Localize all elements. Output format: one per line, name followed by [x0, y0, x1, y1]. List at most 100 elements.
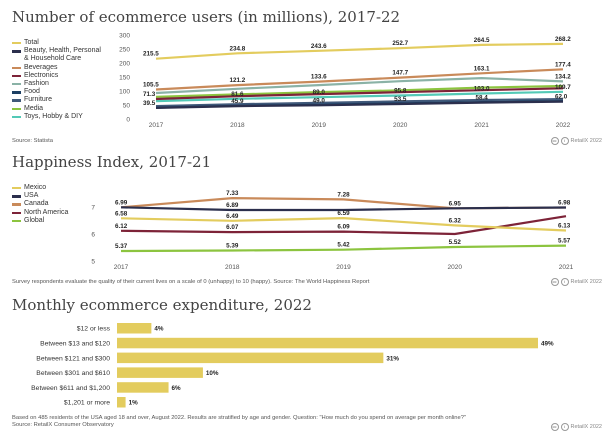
bar-between-301-and-610 [117, 367, 203, 378]
legend-swatch [12, 195, 21, 198]
bar-value-label: 31% [386, 355, 399, 362]
data-label: 53.5 [394, 96, 407, 103]
data-label: 5.37 [115, 243, 128, 250]
x-tick-label: 2018 [230, 122, 245, 129]
series-line-media [155, 84, 564, 98]
legend-item-toys-hobby-diy: Toys, Hobby & DIY [12, 113, 101, 121]
data-label: 45.9 [231, 98, 244, 105]
legend-item-canada: Canada [12, 200, 68, 208]
chart-legend: Mexico USA Canada North America Global [12, 184, 68, 225]
legend-label: Electronics [24, 71, 59, 79]
series-line-toys-hobby-diy [155, 90, 564, 103]
series-line-global [120, 244, 567, 253]
data-label: 5.57 [558, 238, 571, 245]
legend-label: Mexico [24, 184, 47, 191]
series-line-electronics [155, 87, 564, 101]
legend-label: Furniture [24, 96, 53, 104]
data-label: 163.1 [474, 65, 490, 72]
legend-item-food: Food [12, 88, 101, 96]
y-tick-label: 6 [91, 231, 95, 238]
legend-item-media: Media [12, 105, 101, 113]
data-label: 264.5 [474, 37, 490, 44]
data-label: 71.3 [143, 91, 156, 98]
bar-value-label: 49% [541, 340, 554, 347]
legend-label: USA [24, 192, 39, 200]
series-line-mexico [120, 216, 567, 232]
bar-between-121-and-300 [117, 352, 384, 364]
ecommerce-users-chart: 0 50 100 150 200 250 300 2017 2018 2019 2020 2021 20… [119, 32, 571, 129]
bar-value-label: 1% [129, 400, 139, 407]
data-label: 6.58 [115, 210, 128, 217]
legend-swatch [12, 83, 21, 86]
data-label: 6.98 [558, 200, 571, 207]
license-icon: i [560, 423, 569, 431]
license-icon: i [560, 278, 569, 286]
data-label: 58.4 [475, 95, 488, 102]
x-tick-label: 2018 [225, 264, 240, 271]
copyright-icon: cc [550, 423, 559, 431]
y-tick-label: 200 [119, 60, 130, 67]
legend-label: Toys, Hobby & DIY [24, 112, 83, 120]
chart-title: Happiness Index, 2017-21 [12, 153, 212, 171]
data-label: 6.12 [115, 223, 128, 230]
series-line-canada [120, 196, 567, 210]
data-label: 5.42 [337, 242, 350, 249]
series-line-usa [120, 206, 567, 212]
source-note: Survey respondents evaluate the quality … [12, 279, 370, 285]
legend-swatch [12, 91, 21, 94]
data-label: 234.8 [230, 45, 246, 52]
y-tick-label: 150 [119, 74, 130, 81]
legend-swatch [12, 203, 21, 206]
data-label: 134.2 [555, 73, 571, 80]
brand-label: RetailX 2022 [570, 138, 603, 144]
x-tick-label: 2019 [336, 264, 351, 271]
data-label: 243.6 [311, 43, 327, 50]
legend-swatch [12, 115, 21, 119]
data-label: 105.5 [143, 81, 159, 88]
x-tick-label: 2021 [559, 264, 574, 271]
data-label: 95.8 [394, 87, 407, 94]
legend-label: Beverages [24, 63, 58, 71]
series-line-fashion [155, 76, 564, 95]
legend-label: Global [24, 216, 45, 224]
data-label: 268.2 [555, 36, 571, 43]
bar-12-or-less [117, 323, 152, 334]
source-note: Source: Statista [12, 138, 53, 144]
chart-title: Number of ecommerce users (in millions),… [12, 8, 401, 26]
data-label: 49.0 [313, 97, 326, 104]
x-tick-label: 2019 [312, 122, 327, 129]
y-tick-label: 0 [126, 116, 130, 123]
x-tick-label: 2022 [556, 122, 571, 129]
data-label: 103.0 [474, 86, 490, 93]
legend-item-furniture: Furniture [12, 96, 101, 104]
legend-item-beverages: Beverages [12, 64, 101, 72]
legend-item-total: Total [12, 39, 101, 47]
happiness-index-chart: 5 6 7 2017 2018 2019 2020 2021 6.58 6.49 6.59 6.32 6… [91, 190, 574, 271]
x-tick-label: 2017 [114, 264, 129, 271]
legend-swatch [12, 107, 21, 111]
expenditure-panel: Monthly ecommerce expenditure, 2022 $12 … [0, 290, 612, 438]
y-tick-label: 100 [119, 88, 130, 95]
data-label: 6.49 [226, 213, 239, 220]
legend-label: Media [24, 104, 44, 112]
copyright-icon: cc [550, 137, 559, 145]
category-label: Between $611 and $1,200 [31, 385, 110, 392]
data-label: 133.6 [311, 74, 327, 81]
legend-swatch [12, 74, 21, 78]
legend-swatch [12, 99, 21, 102]
data-label: 177.4 [555, 61, 571, 68]
x-tick-label: 2020 [393, 122, 408, 129]
expenditure-chart: $12 or less 4% Between $13 and $120 49% Betw… [31, 323, 554, 408]
legend-swatch [12, 42, 21, 45]
y-tick-label: 300 [119, 32, 130, 39]
legend-item-mexico: Mexico [12, 184, 68, 192]
category-label: Between $13 and $120 [40, 340, 110, 347]
data-label: 6.99 [115, 199, 128, 206]
data-label: 6.07 [226, 224, 239, 231]
legend-swatch [12, 66, 21, 69]
bar-between-13-and-120 [117, 337, 538, 349]
brand-mark: cc i RetailX 2022 [550, 278, 602, 286]
data-label: 6.95 [449, 200, 462, 207]
category-label: Between $301 and $610 [36, 370, 110, 377]
data-label: 5.52 [449, 239, 462, 246]
